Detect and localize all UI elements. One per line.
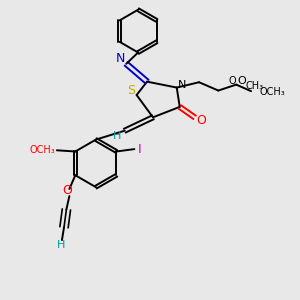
Text: S: S [127, 84, 135, 97]
Text: OCH₃: OCH₃ [30, 145, 56, 155]
Text: I: I [138, 142, 142, 156]
Text: H: H [112, 131, 121, 141]
Text: O: O [196, 114, 206, 127]
Text: O: O [237, 76, 246, 86]
Text: N: N [116, 52, 125, 65]
Text: N: N [178, 80, 186, 90]
Text: O: O [229, 76, 236, 86]
Text: OCH₃: OCH₃ [260, 87, 285, 97]
Text: H: H [57, 240, 65, 250]
Text: O: O [62, 184, 72, 197]
Text: CH₃: CH₃ [246, 81, 264, 91]
